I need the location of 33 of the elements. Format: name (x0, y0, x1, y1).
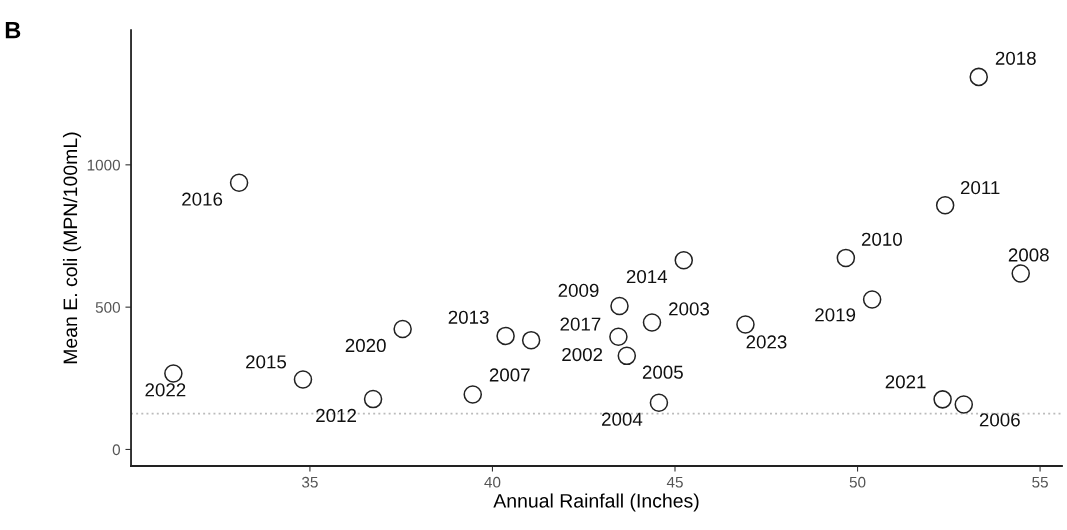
annotation: 2023 (746, 335, 787, 349)
y-tick-label: 1000 (87, 159, 121, 171)
y-tick-label: 500 (95, 302, 121, 313)
x-tick-label: 50 (849, 476, 866, 488)
annotation: 2010 (861, 232, 902, 246)
y-axis-title: Mean E. coli (MPN/100mL) (62, 132, 82, 364)
annotation: 2006 (979, 413, 1020, 427)
annotation: 2018 (995, 51, 1036, 65)
x-tick-label: 35 (302, 476, 318, 488)
annotation: 2011 (960, 181, 1000, 195)
annotation: 2016 (182, 192, 223, 206)
annotation: 2022 (145, 383, 186, 397)
annotation: 2017 (560, 317, 601, 331)
annotation: 2003 (669, 302, 710, 316)
annotation: 2007 (489, 368, 530, 382)
annotation: 2004 (602, 412, 643, 426)
chart-title: B (5, 22, 21, 39)
y-tick-label: 0 (112, 444, 121, 456)
x-tick-label: 55 (1032, 476, 1048, 488)
annotation: 2009 (558, 283, 599, 298)
annotation: 2002 (562, 347, 603, 362)
x-axis-title: Annual Rainfall (Inches) (493, 493, 699, 512)
annotation: 2021 (885, 375, 926, 389)
annotation: 2013 (448, 310, 489, 324)
annotation: 2019 (815, 308, 856, 322)
x-tick-label: 45 (666, 476, 683, 488)
annotation: 2008 (1008, 248, 1049, 262)
annotation: 2015 (246, 355, 287, 369)
annotation: 2005 (642, 365, 683, 379)
annotation: 2014 (626, 269, 668, 284)
x-tick-label: 40 (484, 476, 501, 488)
annotation: 2020 (345, 338, 386, 353)
annotation: 2012 (316, 408, 356, 423)
